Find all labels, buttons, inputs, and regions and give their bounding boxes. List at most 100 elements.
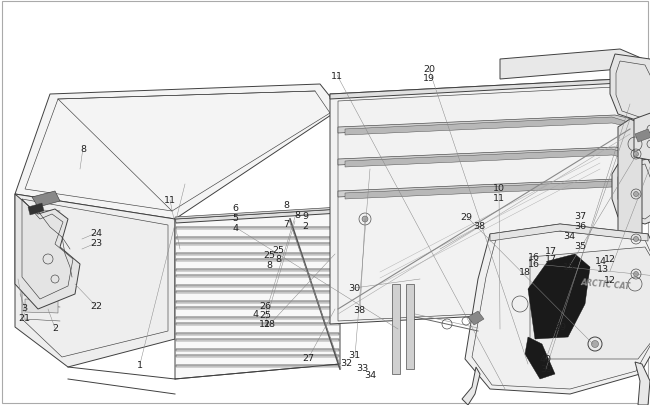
Text: 33: 33 (356, 363, 368, 372)
Polygon shape (175, 209, 340, 224)
Polygon shape (345, 181, 625, 200)
Polygon shape (345, 118, 625, 136)
Polygon shape (345, 149, 625, 168)
Text: 6: 6 (232, 204, 239, 213)
Circle shape (592, 341, 599, 347)
Text: 31: 31 (348, 350, 360, 359)
Polygon shape (176, 291, 339, 293)
Polygon shape (15, 85, 340, 220)
Polygon shape (338, 148, 632, 166)
Text: 17: 17 (545, 254, 557, 263)
Text: 23: 23 (90, 239, 102, 247)
Text: 26: 26 (259, 301, 271, 310)
Text: 16: 16 (528, 252, 540, 261)
Polygon shape (175, 209, 340, 379)
Polygon shape (468, 311, 484, 325)
Text: 36: 36 (574, 222, 586, 230)
Text: 15: 15 (563, 263, 575, 272)
Polygon shape (330, 80, 640, 100)
Text: 34: 34 (564, 231, 575, 240)
Polygon shape (176, 285, 339, 287)
Polygon shape (176, 228, 339, 230)
Text: 37: 37 (574, 212, 586, 221)
Text: 8: 8 (266, 260, 273, 269)
Text: 27: 27 (303, 353, 315, 362)
Polygon shape (176, 269, 339, 271)
Polygon shape (618, 120, 642, 304)
Polygon shape (176, 307, 339, 309)
Text: 10: 10 (493, 183, 505, 192)
Text: 11: 11 (493, 193, 505, 202)
Text: 8: 8 (80, 145, 86, 153)
Text: 11: 11 (164, 196, 176, 205)
Text: 25: 25 (264, 251, 276, 260)
Polygon shape (330, 80, 638, 324)
Polygon shape (530, 247, 650, 359)
Circle shape (634, 272, 638, 277)
Polygon shape (610, 55, 650, 125)
Text: 19: 19 (423, 74, 435, 83)
Polygon shape (176, 237, 339, 239)
Polygon shape (176, 254, 339, 256)
Text: 38: 38 (354, 306, 365, 315)
Circle shape (634, 152, 638, 157)
Polygon shape (338, 116, 632, 134)
Text: 8: 8 (294, 210, 301, 219)
Polygon shape (465, 224, 650, 394)
Polygon shape (175, 207, 340, 220)
Polygon shape (32, 192, 60, 207)
Circle shape (634, 237, 638, 242)
Text: 29: 29 (461, 213, 473, 222)
Polygon shape (525, 337, 555, 379)
Text: 1: 1 (136, 360, 143, 369)
Text: 2: 2 (302, 222, 309, 230)
Text: 2: 2 (52, 324, 58, 333)
Text: 35: 35 (574, 242, 586, 251)
Polygon shape (490, 224, 648, 241)
Polygon shape (25, 252, 58, 265)
Text: 25: 25 (259, 311, 271, 320)
Polygon shape (176, 275, 339, 277)
Text: 3: 3 (21, 303, 28, 312)
Polygon shape (176, 317, 339, 319)
Polygon shape (612, 160, 650, 224)
Text: 7: 7 (283, 219, 289, 228)
Polygon shape (176, 323, 339, 325)
Text: 11: 11 (259, 320, 271, 328)
Text: 14: 14 (595, 256, 606, 265)
Polygon shape (176, 339, 339, 341)
Text: 22: 22 (90, 302, 102, 311)
Text: 12: 12 (604, 255, 616, 264)
Polygon shape (25, 275, 58, 289)
Text: 12: 12 (604, 275, 616, 284)
Polygon shape (462, 367, 480, 405)
Text: ARCTIC CAT: ARCTIC CAT (580, 278, 630, 291)
Text: 34: 34 (365, 370, 376, 379)
Polygon shape (176, 243, 339, 245)
Polygon shape (176, 365, 339, 367)
Polygon shape (15, 194, 175, 367)
Polygon shape (15, 194, 80, 309)
Polygon shape (635, 130, 650, 143)
Polygon shape (634, 112, 650, 162)
Text: 8: 8 (275, 255, 281, 264)
Polygon shape (176, 355, 339, 357)
Text: 24: 24 (90, 229, 102, 238)
Text: 4: 4 (232, 223, 239, 232)
Polygon shape (528, 254, 590, 339)
Text: 39: 39 (554, 322, 566, 331)
Polygon shape (28, 203, 44, 215)
Polygon shape (500, 50, 650, 85)
Polygon shape (176, 301, 339, 303)
Text: 28: 28 (264, 320, 276, 328)
Polygon shape (25, 228, 58, 241)
Text: 18: 18 (519, 267, 531, 276)
Circle shape (634, 192, 638, 197)
Text: 4: 4 (252, 309, 259, 318)
Polygon shape (406, 284, 414, 369)
Polygon shape (176, 349, 339, 351)
Text: 38: 38 (474, 222, 486, 230)
Text: 21: 21 (19, 313, 31, 322)
Text: 39: 39 (540, 364, 552, 373)
Text: 8: 8 (283, 200, 289, 209)
